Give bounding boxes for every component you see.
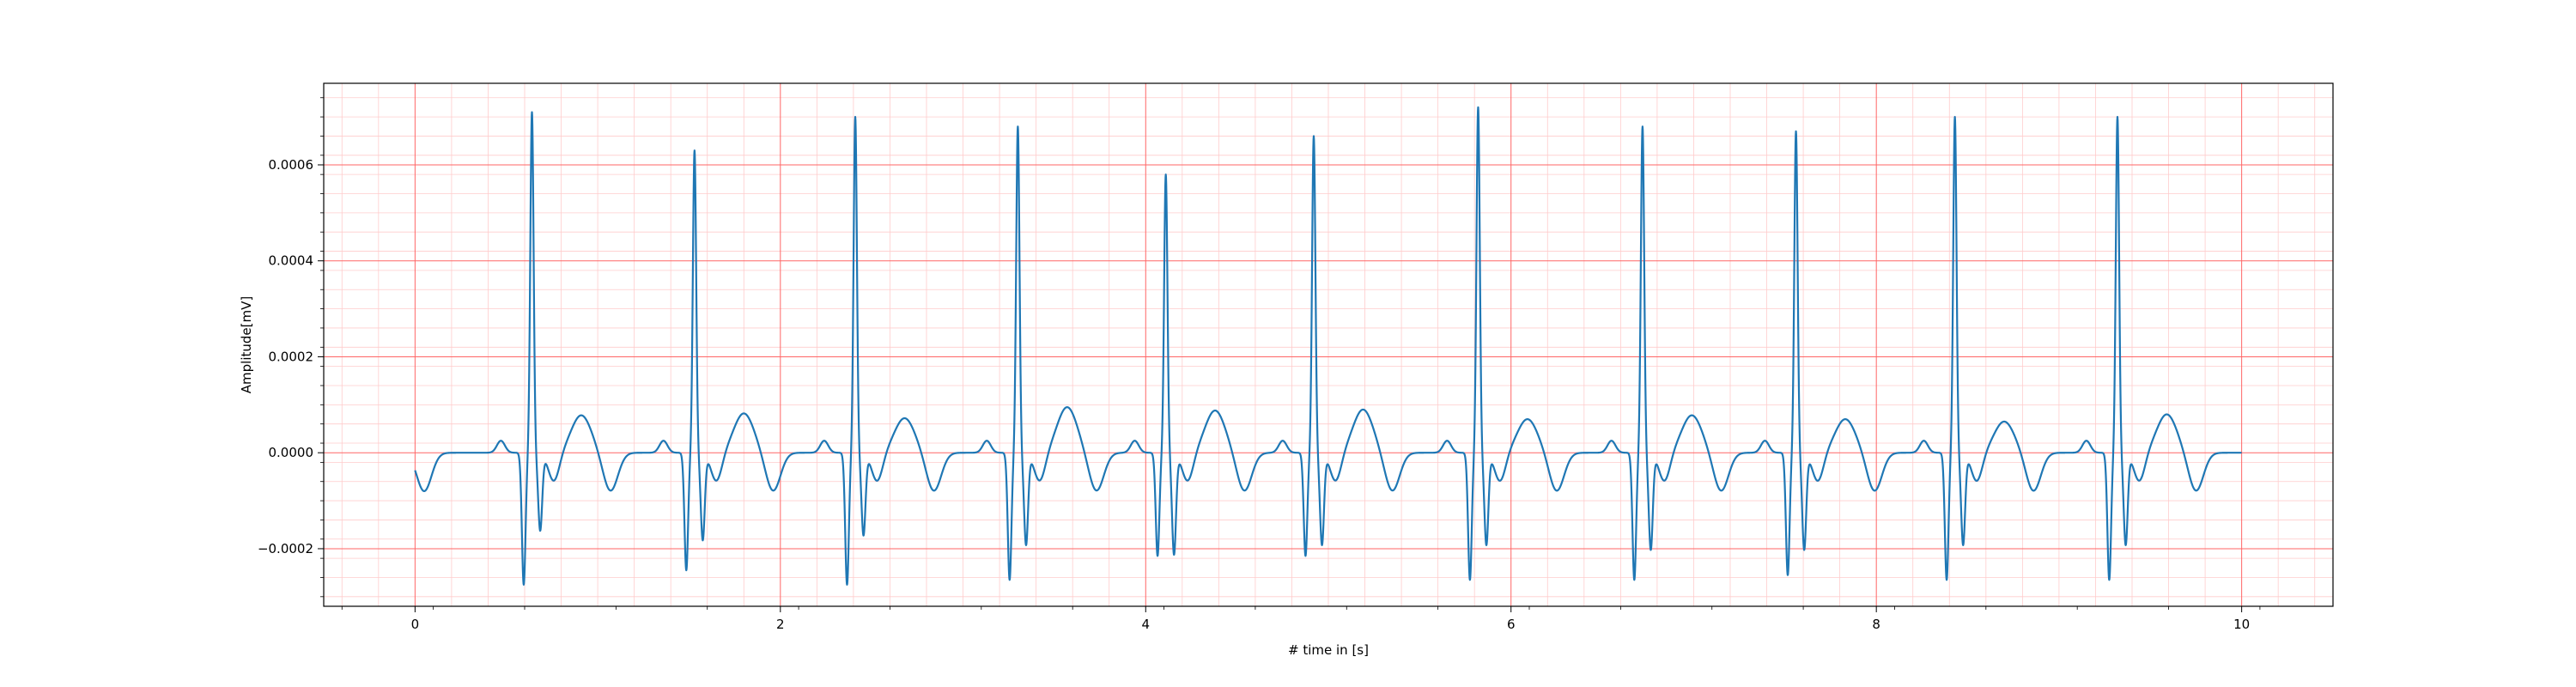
ecg-series-line	[414, 106, 2243, 586]
y-axis-label: Amplitude[mV]	[239, 296, 254, 393]
x-axis-label: # time in [s]	[1288, 642, 1369, 658]
y-tick-label: −0.0002	[258, 541, 313, 556]
x-tick-label: 4	[1141, 617, 1150, 632]
x-tick-label: 10	[2233, 617, 2250, 632]
y-tick-label: 0.0000	[269, 445, 314, 460]
x-tick-label: 2	[776, 617, 785, 632]
x-tick-label: 0	[411, 617, 420, 632]
y-axis-ticks: −0.0002 0.0000 0.0002 0.0004 0.0006	[258, 97, 324, 598]
y-tick-label: 0.0002	[269, 349, 314, 364]
y-tick-label: 0.0004	[269, 253, 314, 269]
x-tick-label: 6	[1507, 617, 1516, 632]
major-grid	[324, 83, 2333, 606]
plot-frame	[323, 82, 2334, 607]
series-layer	[414, 106, 2243, 586]
y-tick-label: 0.0006	[269, 157, 314, 173]
minor-grid	[324, 83, 2333, 606]
x-axis-ticks: 0 2 4 6 8 10	[341, 606, 2261, 632]
x-tick-label: 8	[1872, 617, 1880, 632]
